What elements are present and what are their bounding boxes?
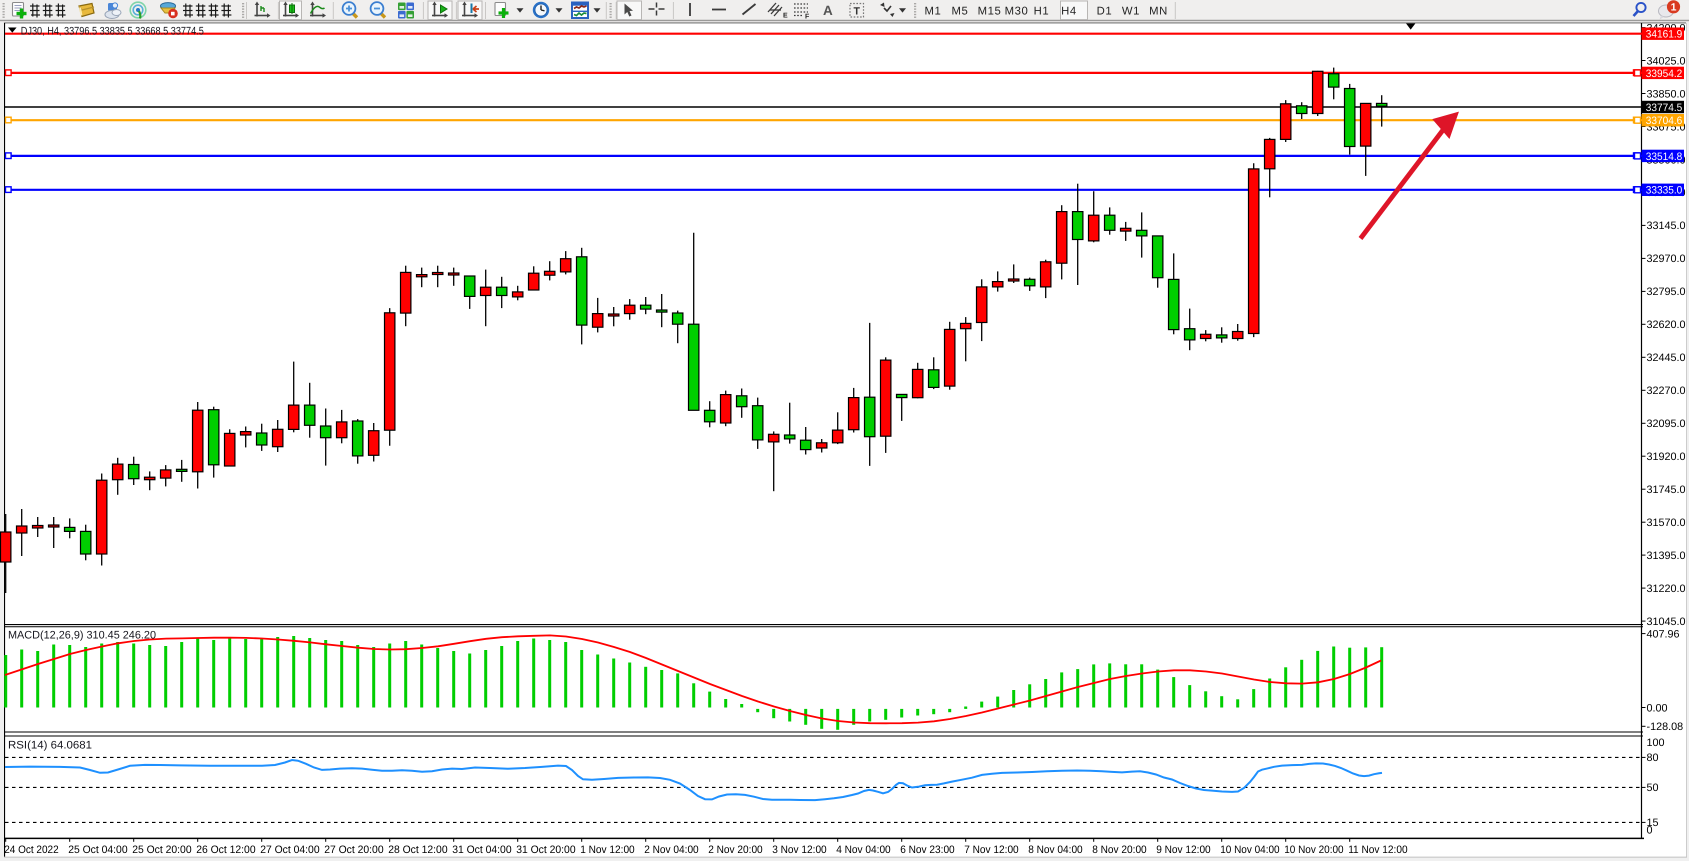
svg-text:31920.0: 31920.0 <box>1647 451 1686 463</box>
svg-text:26 Oct 12:00: 26 Oct 12:00 <box>196 844 255 856</box>
svg-text:7 Nov 12:00: 7 Nov 12:00 <box>964 844 1019 856</box>
svg-text:8 Nov 04:00: 8 Nov 04:00 <box>1028 844 1083 856</box>
svg-text:31 Oct 04:00: 31 Oct 04:00 <box>452 844 511 856</box>
svg-text:33514.8: 33514.8 <box>1646 151 1683 163</box>
svg-text:A: A <box>823 3 833 18</box>
svg-text:H1: H1 <box>1034 5 1050 17</box>
svg-text:-128.08: -128.08 <box>1647 721 1684 733</box>
svg-text:32795.0: 32795.0 <box>1647 286 1686 298</box>
svg-text:31395.0: 31395.0 <box>1647 550 1686 562</box>
svg-text:25 Oct 20:00: 25 Oct 20:00 <box>132 844 191 856</box>
svg-text:27 Oct 20:00: 27 Oct 20:00 <box>324 844 383 856</box>
svg-text:H4: H4 <box>1061 5 1077 17</box>
svg-text:8 Nov 20:00: 8 Nov 20:00 <box>1092 844 1147 856</box>
svg-text:31570.0: 31570.0 <box>1647 517 1686 529</box>
svg-text:0: 0 <box>1647 825 1653 837</box>
svg-text:2 Nov 04:00: 2 Nov 04:00 <box>644 844 699 856</box>
svg-text:27 Oct 04:00: 27 Oct 04:00 <box>260 844 319 856</box>
svg-text:1: 1 <box>1671 2 1677 14</box>
svg-text:31745.0: 31745.0 <box>1647 484 1686 496</box>
svg-text:2 Nov 20:00: 2 Nov 20:00 <box>708 844 763 856</box>
svg-text:M30: M30 <box>1005 5 1029 17</box>
svg-text:31045.0: 31045.0 <box>1647 616 1686 628</box>
svg-text:33850.0: 33850.0 <box>1647 88 1686 100</box>
svg-text:15: 15 <box>1647 817 1659 829</box>
svg-text:6 Nov 23:00: 6 Nov 23:00 <box>900 844 955 856</box>
svg-text:D1: D1 <box>1097 5 1113 17</box>
svg-text:M15: M15 <box>978 5 1002 17</box>
svg-text:31220.0: 31220.0 <box>1647 583 1686 595</box>
svg-text:0.00: 0.00 <box>1647 702 1668 714</box>
svg-text:34025.0: 34025.0 <box>1647 55 1686 67</box>
svg-text:E: E <box>783 13 788 20</box>
svg-text:11 Nov 12:00: 11 Nov 12:00 <box>1348 844 1407 856</box>
svg-text:33704.6: 33704.6 <box>1646 115 1683 127</box>
svg-text:407.96: 407.96 <box>1647 628 1680 640</box>
svg-text:9 Nov 12:00: 9 Nov 12:00 <box>1156 844 1211 856</box>
svg-text:M5: M5 <box>952 5 969 17</box>
svg-text:100: 100 <box>1647 737 1665 749</box>
svg-text:T: T <box>854 6 861 18</box>
svg-text:24 Oct 2022: 24 Oct 2022 <box>4 844 59 856</box>
svg-text:F: F <box>805 14 810 21</box>
svg-text:34161.9: 34161.9 <box>1646 29 1683 41</box>
svg-text:28 Oct 12:00: 28 Oct 12:00 <box>388 844 447 856</box>
svg-text:32445.0: 32445.0 <box>1647 352 1686 364</box>
svg-text:80: 80 <box>1647 752 1659 764</box>
svg-text:33954.2: 33954.2 <box>1646 68 1683 80</box>
svg-text:MN: MN <box>1149 5 1168 17</box>
svg-text:31 Oct 20:00: 31 Oct 20:00 <box>516 844 575 856</box>
svg-text:10 Nov 04:00: 10 Nov 04:00 <box>1220 844 1279 856</box>
svg-text:32270.0: 32270.0 <box>1647 385 1686 397</box>
svg-text:MACD(12,26,9) 310.45 246.20: MACD(12,26,9) 310.45 246.20 <box>8 630 156 642</box>
svg-text:33774.5: 33774.5 <box>1646 102 1683 114</box>
svg-text:32970.0: 32970.0 <box>1647 253 1686 265</box>
svg-text:32095.0: 32095.0 <box>1647 418 1686 430</box>
svg-text:3 Nov 12:00: 3 Nov 12:00 <box>772 844 827 856</box>
svg-text:1 Nov 12:00: 1 Nov 12:00 <box>580 844 635 856</box>
svg-text:RSI(14) 64.0681: RSI(14) 64.0681 <box>8 740 92 752</box>
svg-text:10 Nov 20:00: 10 Nov 20:00 <box>1284 844 1343 856</box>
svg-text:M1: M1 <box>925 5 942 17</box>
svg-text:33335.0: 33335.0 <box>1646 185 1683 197</box>
svg-text:25 Oct 04:00: 25 Oct 04:00 <box>68 844 127 856</box>
svg-text:DJ30, H4, 33796.5 33835.5 3366: DJ30, H4, 33796.5 33835.5 33668.5 33774.… <box>21 26 204 38</box>
svg-text:W1: W1 <box>1122 5 1140 17</box>
svg-text:32620.0: 32620.0 <box>1647 319 1686 331</box>
svg-text:50: 50 <box>1647 782 1659 794</box>
svg-text:4 Nov 04:00: 4 Nov 04:00 <box>836 844 891 856</box>
svg-text:33145.0: 33145.0 <box>1647 220 1686 232</box>
